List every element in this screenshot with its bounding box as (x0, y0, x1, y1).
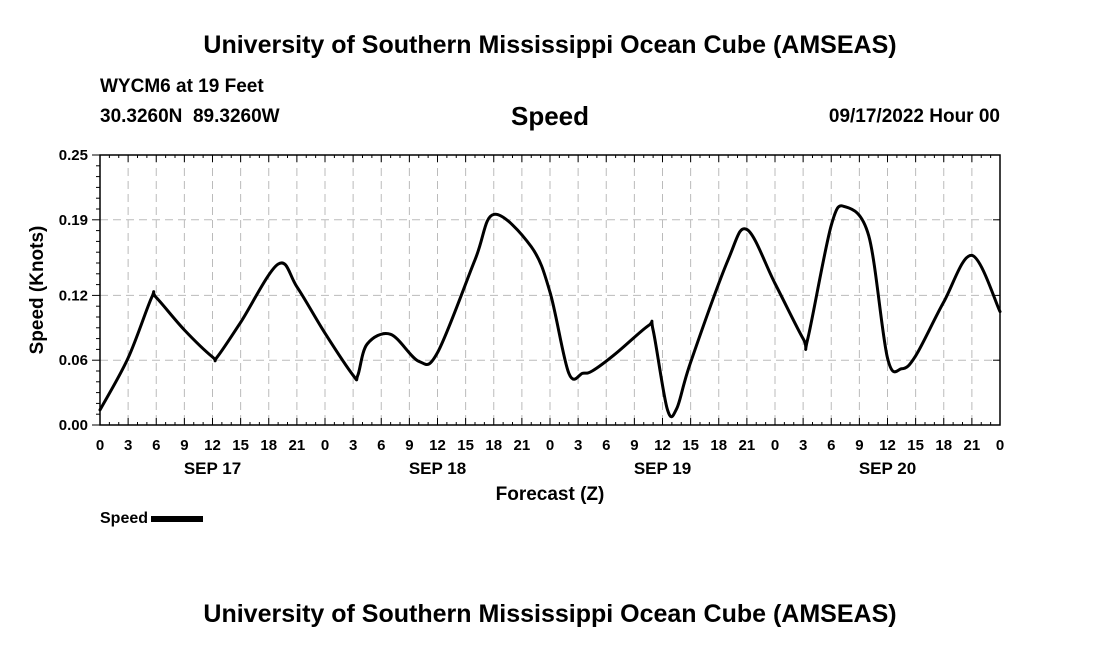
forecast-date-label: 09/17/2022 Hour 00 (828, 106, 1000, 127)
x-tick-label: 6 (602, 437, 610, 454)
x-tick-label: 21 (514, 437, 531, 454)
x-tick-label: 3 (574, 437, 582, 454)
x-tick-label: 21 (739, 437, 756, 454)
coordinates-label: 30.3260N 89.3260W (100, 106, 280, 127)
x-tick-label: 3 (799, 437, 807, 454)
x-tick-label: 9 (630, 437, 638, 454)
x-tick-label: 0 (771, 437, 779, 454)
grid-lines (100, 155, 1000, 425)
x-tick-label: 15 (682, 437, 699, 454)
x-tick-label: 15 (457, 437, 474, 454)
y-tick-label: 0.06 (59, 352, 88, 369)
x-tick-label: 0 (321, 437, 329, 454)
y-tick-label: 0.00 (59, 417, 88, 434)
x-tick-label: 3 (349, 437, 357, 454)
y-tick-label: 0.25 (59, 147, 88, 164)
x-axis-tick-labels: 0 3 6 9 12 15 18 21 0 3 6 9 12 15 18 21 0 3 6 9 12 15 18 21 0 3 6 9… (96, 437, 1004, 454)
date-label: SEP 19 (634, 459, 691, 478)
x-tick-label: 6 (377, 437, 385, 454)
date-label: SEP 17 (184, 459, 241, 478)
y-axis-tick-labels: 0.00 0.06 0.12 0.19 0.25 (59, 147, 88, 434)
x-tick-label: 0 (96, 437, 104, 454)
speed-series-line (98, 204, 1002, 419)
x-tick-label: 21 (289, 437, 306, 454)
x-tick-label: 12 (879, 437, 896, 454)
y-tick-label: 0.12 (59, 287, 88, 304)
x-tick-label: 12 (204, 437, 221, 454)
legend-label: Speed (100, 510, 149, 527)
x-tick-label: 18 (485, 437, 502, 454)
x-tick-label: 15 (907, 437, 924, 454)
x-tick-label: 12 (654, 437, 671, 454)
x-tick-label: 12 (429, 437, 446, 454)
x-tick-label: 6 (152, 437, 160, 454)
x-tick-label: 0 (546, 437, 554, 454)
station-label: WYCM6 at 19 Feet (100, 76, 264, 97)
x-tick-label: 21 (964, 437, 981, 454)
x-tick-label: 15 (232, 437, 249, 454)
x-tick-label: 9 (180, 437, 188, 454)
axis-ticks (92, 154, 1001, 426)
legend: Speed (100, 510, 204, 528)
x-tick-label: 6 (827, 437, 835, 454)
footer-title: University of Southern Mississippi Ocean… (203, 600, 897, 628)
y-axis-title: Speed (Knots) (27, 226, 48, 355)
date-label: SEP 20 (859, 459, 916, 478)
x-tick-label: 0 (996, 437, 1004, 454)
x-tick-label: 9 (855, 437, 863, 454)
x-axis-title: Forecast (Z) (496, 484, 605, 505)
date-labels: SEP 17 SEP 18 SEP 19 SEP 20 (184, 459, 916, 478)
variable-title: Speed (510, 101, 590, 131)
x-tick-label: 18 (260, 437, 277, 454)
x-tick-label: 18 (935, 437, 952, 454)
y-tick-label: 0.19 (59, 212, 88, 229)
x-tick-label: 3 (124, 437, 132, 454)
legend-line-swatch (151, 515, 204, 522)
chart-title: University of Southern Mississippi Ocean… (203, 31, 897, 59)
x-tick-label: 18 (710, 437, 727, 454)
date-label: SEP 18 (409, 459, 466, 478)
x-tick-label: 9 (405, 437, 413, 454)
